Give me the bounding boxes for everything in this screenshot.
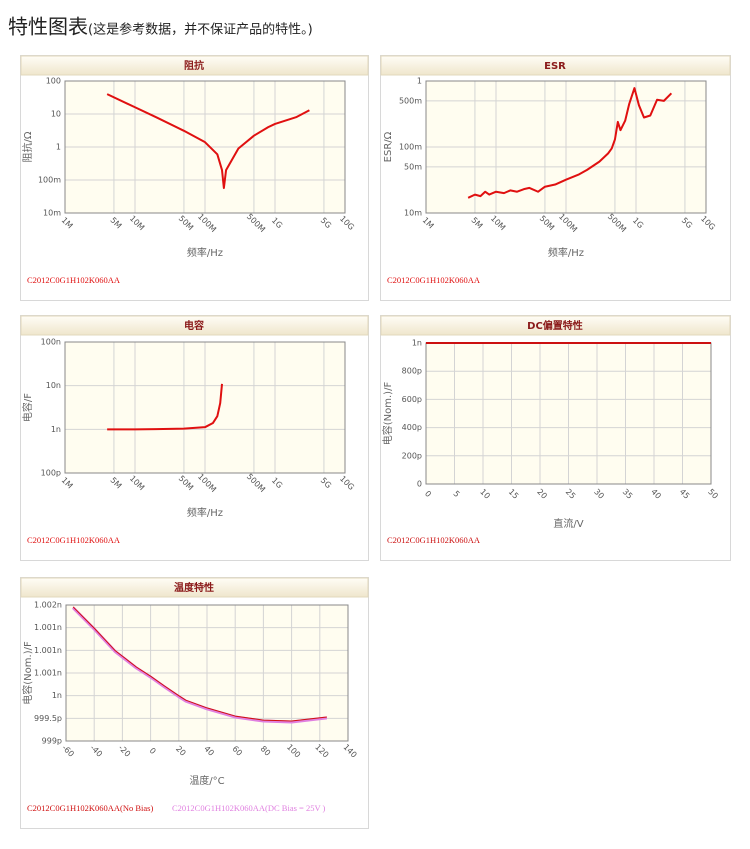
y-axis-label: ESR/Ω bbox=[383, 131, 394, 162]
y-tick-label: 1.001n bbox=[34, 646, 62, 655]
y-tick-label: 1n bbox=[52, 691, 62, 700]
y-tick-label: 999p bbox=[42, 737, 62, 746]
y-axis-label: 电容/F bbox=[21, 393, 34, 422]
y-tick-label: 1.001n bbox=[34, 623, 62, 632]
y-axis-label: 电容(Nom.)/F bbox=[381, 382, 394, 446]
page-note: (这是参考数据，并不保证产品的特性。) bbox=[88, 22, 313, 38]
chart-title: DC偏置特性 bbox=[527, 319, 583, 332]
chart-title: 电容 bbox=[184, 319, 204, 332]
y-tick-label: 50m bbox=[404, 162, 422, 171]
y-tick-label: 100n bbox=[41, 338, 61, 347]
y-tick-label: 500m bbox=[399, 96, 422, 105]
x-tick-label: 5 bbox=[452, 489, 462, 499]
panel-header bbox=[20, 315, 369, 336]
y-tick-label: 1n bbox=[412, 339, 422, 348]
panel-header bbox=[380, 315, 731, 336]
legend-entry: C2012C0G1H102K060AA bbox=[27, 275, 121, 285]
series-line bbox=[106, 93, 310, 190]
plot-frame bbox=[425, 80, 707, 214]
legend-entry: C2012C0G1H102K060AA bbox=[387, 535, 481, 545]
x-axis-label: 频率/Hz bbox=[548, 246, 584, 259]
x-axis-label: 频率/Hz bbox=[187, 506, 223, 519]
y-tick-label: 100m bbox=[38, 176, 61, 185]
chart-title: ESR bbox=[544, 61, 566, 72]
y-tick-label: 1 bbox=[417, 77, 422, 86]
chart-title: 温度特性 bbox=[174, 581, 214, 594]
series-line bbox=[72, 606, 327, 722]
panel-header bbox=[380, 55, 731, 76]
y-tick-label: 10 bbox=[51, 110, 61, 119]
series-line bbox=[467, 87, 673, 199]
plot-frame bbox=[64, 341, 346, 474]
x-axis-label: 频率/Hz bbox=[187, 246, 223, 259]
legend-entry: C2012C0G1H102K060AA(DC Bias = 25V ) bbox=[172, 803, 326, 813]
x-axis-label: 温度/°C bbox=[189, 774, 224, 787]
panel-header bbox=[20, 55, 369, 76]
plot-frame bbox=[64, 80, 346, 214]
y-tick-label: 600p bbox=[402, 395, 422, 404]
y-tick-label: 10n bbox=[46, 381, 61, 390]
series-line bbox=[107, 383, 224, 431]
y-tick-label: 800p bbox=[402, 367, 422, 376]
x-axis-label: 直流/V bbox=[553, 517, 583, 530]
y-tick-label: 400p bbox=[402, 423, 422, 432]
page-title: 特性图表 bbox=[8, 15, 88, 39]
y-tick-label: 100p bbox=[41, 469, 61, 478]
y-tick-label: 200p bbox=[402, 451, 422, 460]
plot-frame bbox=[65, 604, 349, 742]
y-tick-label: 1 bbox=[56, 143, 61, 152]
y-axis-label: 电容(Nom.)/F bbox=[21, 641, 34, 705]
y-tick-label: 1.002n bbox=[34, 601, 62, 610]
legend-entry: C2012C0G1H102K060AA bbox=[27, 535, 121, 545]
legend-entry: C2012C0G1H102K060AA bbox=[387, 275, 481, 285]
y-axis-label: 阻抗/Ω bbox=[21, 131, 34, 162]
y-tick-label: 1n bbox=[51, 425, 61, 434]
series-line bbox=[71, 606, 328, 724]
legend-entry: C2012C0G1H102K060AA(No Bias) bbox=[27, 803, 153, 813]
chart-title: 阻抗 bbox=[184, 59, 204, 72]
y-tick-label: 10m bbox=[404, 209, 422, 218]
y-tick-label: 999.5p bbox=[34, 714, 62, 723]
panel-header bbox=[20, 577, 369, 598]
y-tick-label: 100m bbox=[399, 143, 422, 152]
y-tick-label: 1.001n bbox=[34, 669, 62, 678]
y-tick-label: 0 bbox=[417, 480, 422, 489]
y-tick-label: 100 bbox=[46, 77, 61, 86]
x-tick-label: 0 bbox=[423, 489, 433, 499]
y-tick-label: 10m bbox=[43, 209, 61, 218]
x-tick-label: 0 bbox=[148, 746, 158, 756]
